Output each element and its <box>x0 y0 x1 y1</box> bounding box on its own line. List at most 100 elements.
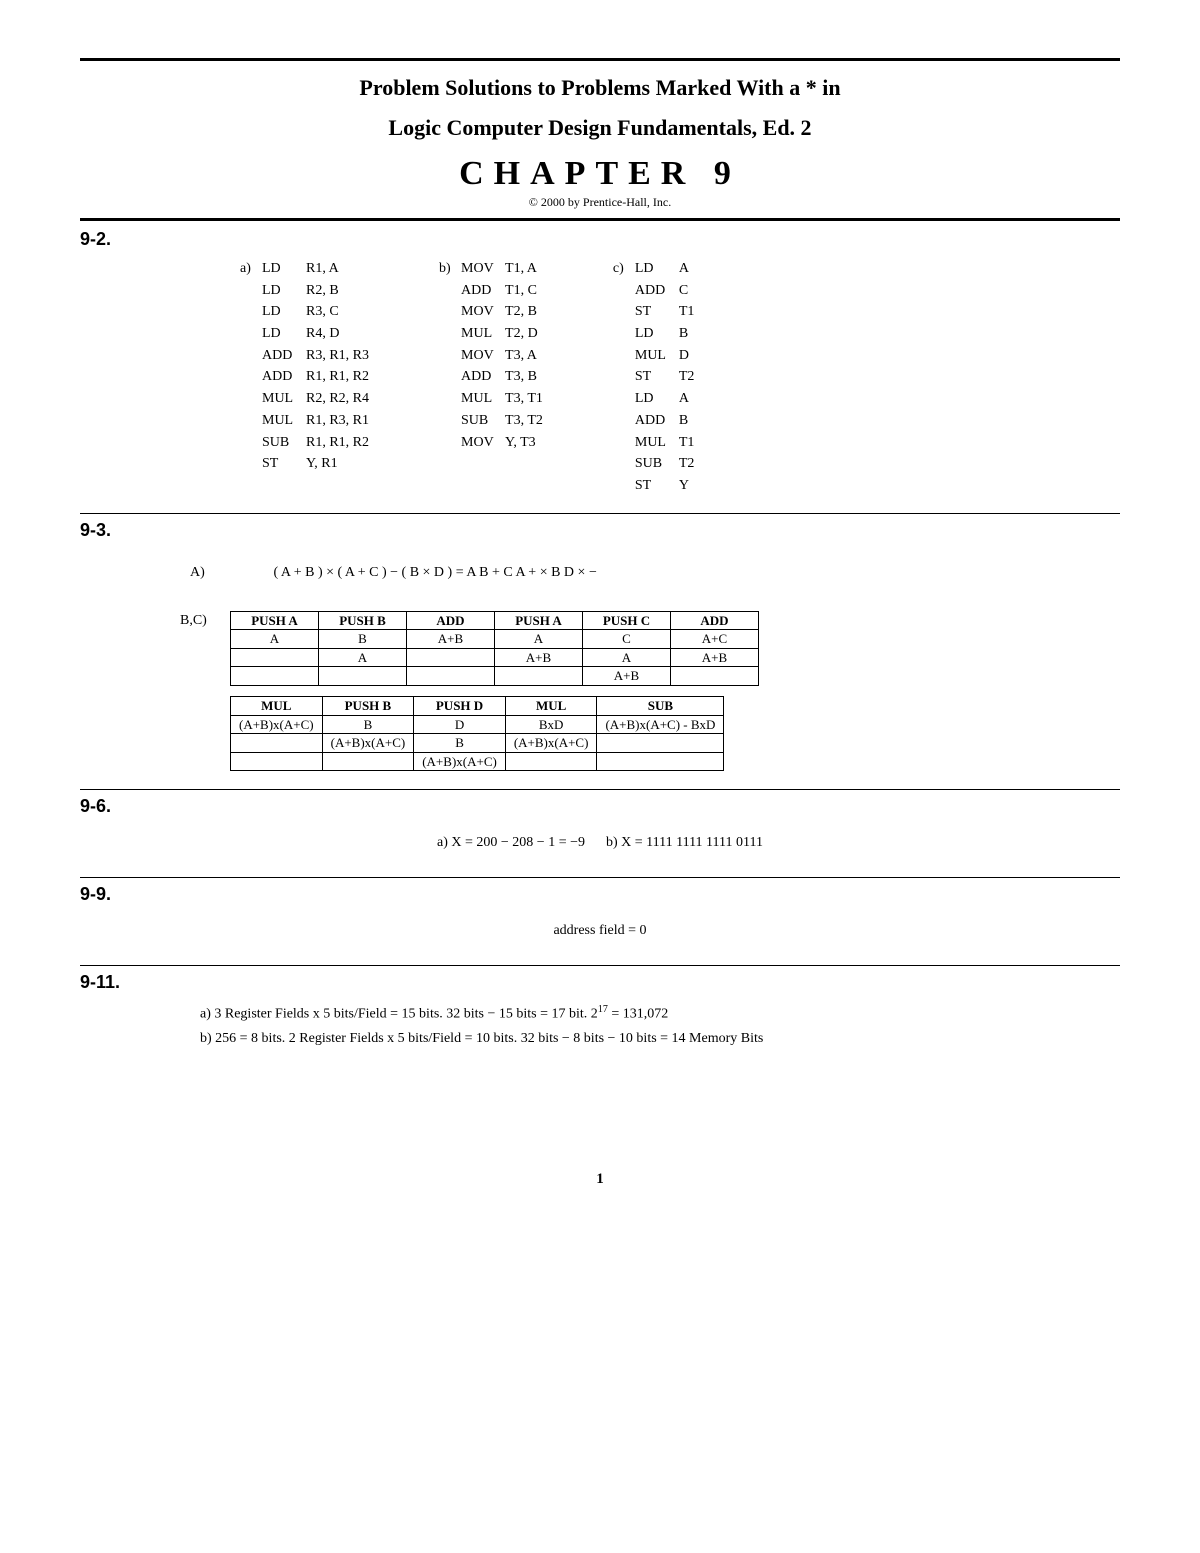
p9-11-a-exp: 17 <box>598 1004 608 1015</box>
asm-row: STY, R1 <box>240 453 369 475</box>
asm-op: MOV <box>461 345 505 367</box>
p9-6-a: a) X = 200 − 208 − 1 = −9 <box>437 835 585 850</box>
th: ADD <box>671 611 759 630</box>
label-9-6: 9-6. <box>80 796 1120 817</box>
asm-arg: B <box>679 323 688 345</box>
th: PUSH B <box>319 611 407 630</box>
td: (A+B)x(A+C) <box>414 752 506 771</box>
asm-op: MUL <box>461 323 505 345</box>
th: MUL <box>231 696 323 715</box>
td: A <box>319 648 407 667</box>
td: BxD <box>505 715 597 734</box>
asm-op: ST <box>635 301 679 323</box>
asm-arg: A <box>679 388 689 410</box>
asm-col-b: b)MOVT1, AADDT1, CMOVT2, BMULT2, DMOVT3,… <box>439 258 543 497</box>
p9-11-a: a) 3 Register Fields x 5 bits/Field = 15… <box>200 1001 1120 1026</box>
td: A+B <box>583 667 671 686</box>
asm-arg: Y, R1 <box>306 453 338 475</box>
td: A+C <box>671 630 759 649</box>
label-9-9: 9-9. <box>80 884 1120 905</box>
stack-table-2: MULPUSH BPUSH DMULSUB(A+B)x(A+C)BDBxD(A+… <box>230 696 724 771</box>
label-9-2: 9-2. <box>80 229 1120 250</box>
asm-arg: R2, R2, R4 <box>306 388 369 410</box>
asm-arg: T1 <box>679 301 695 323</box>
p9-11-a-post: = 131,072 <box>608 1007 668 1022</box>
th: PUSH A <box>231 611 319 630</box>
asm-row: STY <box>613 475 695 497</box>
page-number: 1 <box>80 1171 1120 1188</box>
asm-arg: B <box>679 410 688 432</box>
asm-row: MULR2, R2, R4 <box>240 388 369 410</box>
td: A <box>583 648 671 667</box>
td <box>322 752 414 771</box>
asm-op: MUL <box>461 388 505 410</box>
rule-9-2-top <box>80 218 1120 221</box>
asm-op: LD <box>635 258 679 280</box>
p9-11-b: b) 256 = 8 bits. 2 Register Fields x 5 b… <box>200 1027 1120 1051</box>
chapter-heading: CHAPTER 9 <box>80 155 1120 193</box>
asm-arg: T3, T1 <box>505 388 543 410</box>
rule-9-9-top <box>80 877 1120 878</box>
asm-row: ADDR3, R1, R3 <box>240 345 369 367</box>
asm-arg: T2, D <box>505 323 538 345</box>
asm-row: MULT2, D <box>439 323 543 345</box>
td <box>407 667 495 686</box>
td <box>671 667 759 686</box>
asm-row: LDB <box>613 323 695 345</box>
asm-row: MULT3, T1 <box>439 388 543 410</box>
asm-row: MOVT3, A <box>439 345 543 367</box>
th: ADD <box>407 611 495 630</box>
td: (A+B)x(A+C) <box>231 715 323 734</box>
asm-op: SUB <box>262 432 306 454</box>
table2-wrap: MULPUSH BPUSH DMULSUB(A+B)x(A+C)BDBxD(A+… <box>80 696 1120 771</box>
asm-arg: T3, B <box>505 366 537 388</box>
asm-row: a)LDR1, A <box>240 258 369 280</box>
asm-op: ADD <box>461 280 505 302</box>
p9-11-a-pre: a) 3 Register Fields x 5 bits/Field = 15… <box>200 1007 598 1022</box>
asm-row: MOVT2, B <box>439 301 543 323</box>
label-9-3: 9-3. <box>80 520 1120 541</box>
section-9-11: 9-11. a) 3 Register Fields x 5 bits/Fiel… <box>80 972 1120 1050</box>
td <box>231 648 319 667</box>
label-9-11: 9-11. <box>80 972 1120 993</box>
asm-op: LD <box>635 323 679 345</box>
asm-row: LDR3, C <box>240 301 369 323</box>
asm-arg: R1, R1, R2 <box>306 432 369 454</box>
asm-row: ADDB <box>613 410 695 432</box>
asm-op: ADD <box>262 366 306 388</box>
td: B <box>414 734 506 753</box>
asm-arg: T3, T2 <box>505 410 543 432</box>
td <box>597 734 724 753</box>
asm-op: MUL <box>262 388 306 410</box>
td: (A+B)x(A+C) <box>322 734 414 753</box>
asm-op: ST <box>635 366 679 388</box>
section-9-6: 9-6. a) X = 200 − 208 − 1 = −9 b) X = 11… <box>80 796 1120 851</box>
asm-row: MULR1, R3, R1 <box>240 410 369 432</box>
asm-op: MUL <box>635 432 679 454</box>
th: PUSH B <box>322 696 414 715</box>
asm-row: STT2 <box>613 366 695 388</box>
asm-op: ADD <box>461 366 505 388</box>
rule-9-6-top <box>80 789 1120 790</box>
td: A+B <box>407 630 495 649</box>
header-block: Problem Solutions to Problems Marked Wit… <box>80 75 1120 210</box>
partA-label: A) <box>190 565 270 581</box>
asm-arg: T2, B <box>505 301 537 323</box>
asm-arg: D <box>679 345 689 367</box>
equation-text: ( A + B ) × ( A + C ) − ( B × D ) = A B … <box>274 565 597 580</box>
asm-arg: A <box>679 258 689 280</box>
asm-op: LD <box>635 388 679 410</box>
td: D <box>414 715 506 734</box>
rule-9-3-top <box>80 513 1120 514</box>
p9-11-body: a) 3 Register Fields x 5 bits/Field = 15… <box>80 1001 1120 1050</box>
asm-op: LD <box>262 280 306 302</box>
asm-row: ADDR1, R1, R2 <box>240 366 369 388</box>
asm-arg: R1, A <box>306 258 339 280</box>
p9-9-text: address field = 0 <box>80 923 1120 939</box>
asm-col-a: a)LDR1, ALDR2, BLDR3, CLDR4, DADDR3, R1,… <box>240 258 369 497</box>
asm-op: ADD <box>635 280 679 302</box>
asm-op: MUL <box>635 345 679 367</box>
asm-arg: T1, A <box>505 258 537 280</box>
asm-op: LD <box>262 301 306 323</box>
asm-row: MOVY, T3 <box>439 432 543 454</box>
